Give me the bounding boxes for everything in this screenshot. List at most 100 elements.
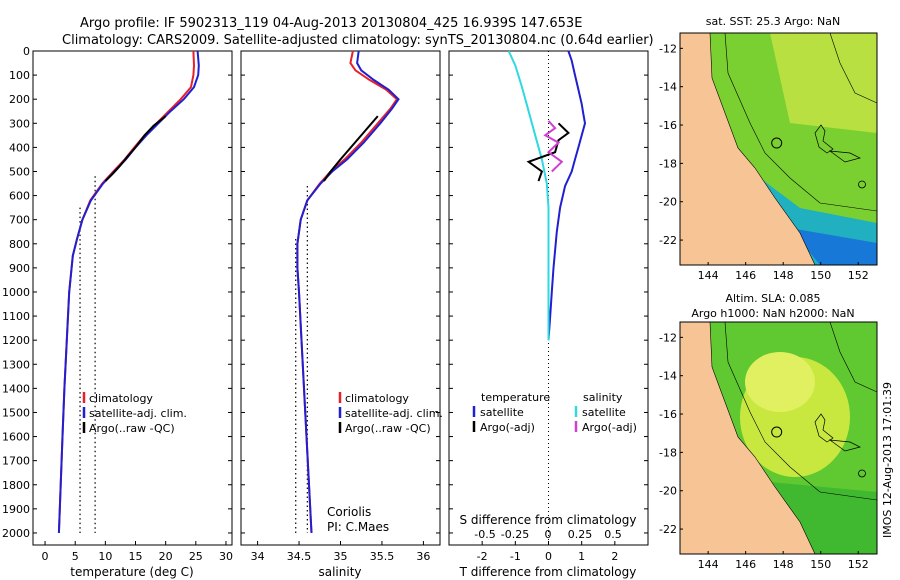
map-y-tick-label-2: -16 bbox=[659, 408, 677, 421]
coriolis-label: Coriolis bbox=[327, 505, 371, 519]
diff-x-tick-label-3: 1 bbox=[578, 550, 585, 563]
legend-header-temperature: temperature bbox=[481, 391, 550, 404]
legend-label-1: satellite-adj. clim. bbox=[89, 407, 187, 420]
temperature-panel: 0 5 10 15 20 25 30 0 100 200 300 400 500 600 700 800 90… bbox=[2, 45, 233, 579]
map-y-tick-label-5: -22 bbox=[659, 234, 677, 247]
depth-contour-north bbox=[829, 32, 878, 104]
difference-legend: temperature salinity satellite Argo(-adj) sa… bbox=[472, 391, 637, 434]
salinity-plot-frame bbox=[240, 50, 441, 546]
reef-outline-2 bbox=[828, 150, 861, 163]
temperature-legend: climatology satellite-adj. clim. Argo(..ra… bbox=[82, 392, 187, 435]
temperature-ref-lines bbox=[79, 176, 96, 533]
salinity-y-ticks bbox=[241, 50, 440, 534]
y-tick-label-7: 700 bbox=[9, 214, 30, 227]
difference-x-ticks: -2 -1 0 1 2 bbox=[477, 541, 618, 563]
y-tick-label-12: 1200 bbox=[2, 334, 30, 347]
salinity-x-ticks: 34 34.5 35 35.5 36 bbox=[251, 541, 430, 563]
sla-map-title-line-2: Argo h1000: NaN h2000: NaN bbox=[691, 307, 854, 320]
x-tick-label-3: 15 bbox=[129, 550, 143, 563]
diff-series-line-0 bbox=[547, 50, 587, 341]
y-tick-label-14: 1400 bbox=[2, 382, 30, 395]
y-tick-label-15: 1500 bbox=[2, 406, 30, 419]
timestamp-side-label: IMOS 12-Aug-2013 17:01:39 bbox=[881, 382, 894, 538]
sla-map bbox=[679, 321, 878, 555]
map-x-tick-label-0: 144 bbox=[698, 558, 719, 571]
sla-map-panel: Altim. SLA: 0.085 Argo h1000: NaN h2000:… bbox=[659, 292, 878, 571]
y-tick-label-20: 2000 bbox=[2, 527, 30, 540]
legend-right-label-0: satellite bbox=[582, 406, 626, 419]
map-y-tick-label-4: -20 bbox=[659, 196, 677, 209]
map-frame bbox=[679, 321, 878, 555]
x-tick-label-2: 10 bbox=[98, 550, 112, 563]
map-x-tick-label-4: 152 bbox=[848, 558, 869, 571]
salinity-series bbox=[296, 50, 400, 534]
x-tick-label-6: 30 bbox=[219, 550, 233, 563]
y-tick-label-17: 1700 bbox=[2, 455, 30, 468]
y-tick-label-10: 1000 bbox=[2, 286, 30, 299]
series-line-2 bbox=[104, 115, 167, 182]
reef-outline bbox=[814, 124, 834, 154]
reef-outline-2 bbox=[828, 439, 861, 452]
peak-sla-patch bbox=[745, 352, 815, 412]
legend-left-label-0: satellite bbox=[480, 406, 524, 419]
x-tick-label-3: 35.5 bbox=[370, 550, 395, 563]
y-tick-label-11: 1100 bbox=[2, 310, 30, 323]
y-tick-label-3: 300 bbox=[9, 117, 30, 130]
map-frame bbox=[679, 32, 878, 266]
pi-label: PI: C.Maes bbox=[327, 520, 389, 534]
legend-label-0: climatology bbox=[89, 392, 153, 405]
sst-map-title: sat. SST: 25.3 Argo: NaN bbox=[706, 15, 840, 28]
header-line-2: Climatology: CARS2009. Satellite-adjuste… bbox=[62, 33, 654, 48]
sst-map bbox=[679, 32, 878, 266]
legend-label-1: satellite-adj. clim. bbox=[345, 407, 443, 420]
sla-map-title-line-1: Altim. SLA: 0.085 bbox=[725, 292, 820, 305]
map-x-tick-label-1: 146 bbox=[735, 558, 756, 571]
temperature-y-ticks: 0 100 200 300 400 500 600 700 800 900 1000 1100 1200… bbox=[2, 45, 232, 540]
salinity-x-label: salinity bbox=[318, 565, 361, 579]
y-tick-label-4: 400 bbox=[9, 141, 30, 154]
diff-x-tick-label-0: -2 bbox=[477, 550, 488, 563]
map-y-tick-label-1: -14 bbox=[659, 370, 677, 383]
header-line-1: Argo profile: IF 5902313_119 04-Aug-2013… bbox=[80, 16, 582, 31]
y-tick-label-0: 0 bbox=[23, 45, 30, 58]
x-tick-label-2: 35 bbox=[334, 550, 348, 563]
diff-x-tick-label-4: 2 bbox=[611, 550, 618, 563]
map-x-tick-label-3: 150 bbox=[810, 269, 831, 282]
t-difference-label: T difference from climatology bbox=[459, 565, 637, 579]
legend-label-2: Argo(..raw -QC) bbox=[345, 422, 431, 435]
y-tick-label-16: 1600 bbox=[2, 431, 30, 444]
map-y-tick-label-0: -12 bbox=[659, 331, 677, 344]
diff-series-line-2 bbox=[526, 122, 570, 182]
legend-right-label-1: Argo(-adj) bbox=[582, 421, 637, 434]
warm-water-patch bbox=[770, 33, 877, 133]
map-y-tick-label-1: -14 bbox=[659, 81, 677, 94]
map-y-tick-label-3: -18 bbox=[659, 157, 677, 170]
x-tick-label-0: 0 bbox=[42, 550, 49, 563]
s-diff-tick-label-4: 0.5 bbox=[604, 528, 622, 541]
s-diff-tick-label-3: 0.25 bbox=[568, 528, 593, 541]
temperature-plot-frame bbox=[32, 50, 233, 546]
map-y-tick-label-5: -22 bbox=[659, 523, 677, 536]
y-tick-label-18: 1800 bbox=[2, 479, 30, 492]
temperature-x-ticks: 0 5 10 15 20 25 30 bbox=[42, 541, 233, 563]
series-line-2 bbox=[323, 115, 379, 182]
temperature-x-label: temperature (deg C) bbox=[70, 565, 193, 579]
sst-map-panel: sat. SST: 25.3 Argo: NaN 144 146 148 150 152… bbox=[659, 15, 878, 282]
secondary-marker bbox=[858, 180, 866, 189]
map-y-tick-label-4: -20 bbox=[659, 485, 677, 498]
depth-contour bbox=[724, 32, 878, 212]
y-tick-label-6: 600 bbox=[9, 190, 30, 203]
x-tick-label-4: 20 bbox=[159, 550, 173, 563]
salinity-panel: 34 34.5 35 35.5 36 salinity climatology satel… bbox=[240, 50, 443, 579]
y-tick-label-13: 1300 bbox=[2, 358, 30, 371]
diff-x-tick-label-2: 0 bbox=[545, 550, 552, 563]
s-diff-tick-label-2: 0 bbox=[545, 528, 552, 541]
salinity-legend: climatology satellite-adj. clim. Argo(..ra… bbox=[338, 392, 443, 435]
difference-series bbox=[507, 50, 587, 341]
reef-outline bbox=[814, 413, 834, 443]
s-difference-tick-labels: -0.5 -0.25 0 0.25 0.5 bbox=[474, 528, 621, 541]
x-tick-label-1: 5 bbox=[72, 550, 79, 563]
map-x-tick-label-0: 144 bbox=[698, 269, 719, 282]
map-x-tick-label-1: 146 bbox=[735, 269, 756, 282]
